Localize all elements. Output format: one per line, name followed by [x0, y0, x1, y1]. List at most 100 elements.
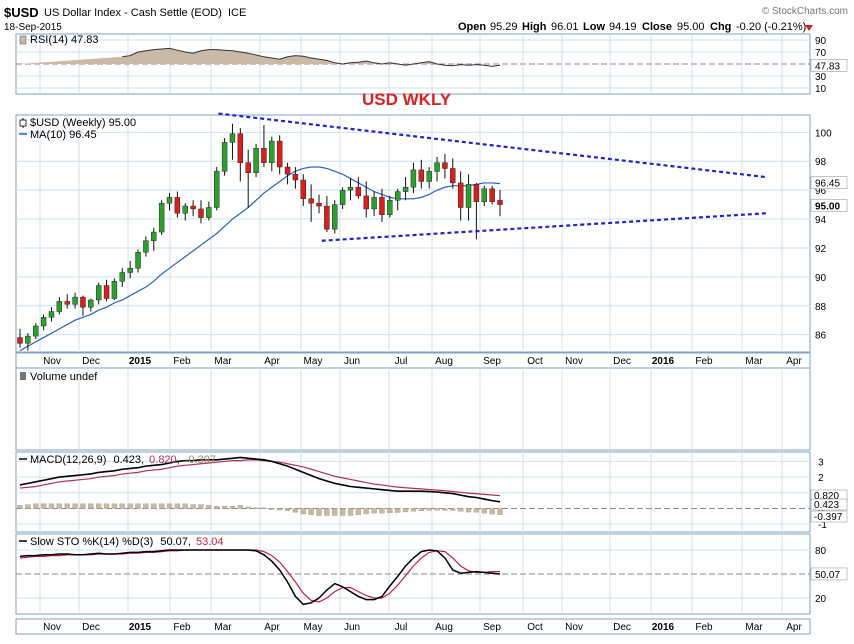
x-tick-label: Nov: [43, 622, 61, 633]
x-tick-label: 2016: [652, 356, 675, 367]
macd-hist-bar: [151, 503, 157, 509]
macd-hist-bar: [158, 503, 165, 509]
macd-hist-bar: [387, 508, 393, 513]
candle-body: [158, 202, 165, 233]
x-tick-label: Nov: [565, 622, 583, 633]
macd-hist-bar: [442, 508, 448, 511]
macd-hist-bar: [64, 503, 70, 509]
rsi-tick-label: 30: [815, 72, 827, 83]
candle-body: [276, 140, 283, 168]
macd-value-label: 0.423: [814, 500, 839, 511]
rsi-tick-label: 10: [815, 84, 827, 95]
macd-hist-bar: [182, 503, 188, 509]
macd-value-box: [810, 498, 848, 511]
rsi-tick-label: 90: [815, 36, 827, 47]
candle-body: [395, 191, 401, 201]
candle-body: [245, 162, 251, 174]
macd-label-signal: 0.820: [149, 454, 177, 466]
macd-hist-bar: [300, 508, 306, 515]
candle-body: [95, 285, 102, 301]
ma-value-box: [810, 176, 848, 189]
candle-body: [80, 296, 86, 308]
trendline-upper: [218, 112, 767, 179]
macd-hist-bar: [316, 508, 322, 516]
macd-hist-bar: [379, 508, 385, 514]
x-tick-label: Oct: [527, 356, 543, 367]
price-tick-label: 88: [815, 302, 827, 313]
candle-body: [33, 325, 39, 337]
candle-body: [127, 267, 133, 273]
x-tick-label: Jul: [395, 622, 408, 633]
macd-hist-bar: [88, 503, 94, 509]
macd-label-prefix: MACD(12,26,9): [30, 454, 106, 466]
sto-k-line: [19, 549, 501, 606]
macd-hist-bar: [214, 505, 220, 509]
close-value-box: [810, 199, 848, 212]
x-tick-label: Apr: [264, 622, 280, 633]
close-label: Close: [642, 21, 672, 33]
macd-label-comma1: ,: [141, 454, 144, 466]
macd-hist-bar: [434, 508, 440, 511]
x-tick-label: Sep: [483, 356, 501, 367]
macd-value-box: [810, 510, 848, 523]
x-tick-label: Feb: [173, 622, 191, 633]
macd-tick-label: 2: [818, 473, 824, 484]
symbol-title: $USD: [4, 5, 39, 20]
low-value: 94.19: [609, 21, 637, 33]
macd-hist-bar: [339, 508, 346, 516]
candle-body: [229, 133, 236, 143]
candle-body: [135, 252, 141, 269]
x-tick-label: 2015: [129, 356, 152, 367]
candle-body: [151, 231, 157, 241]
macd-hist-bar: [229, 505, 236, 509]
chg-value: -0.20 (-0.21%): [736, 21, 806, 33]
sto-label-prefix: Slow STO %K(14) %D(3): [30, 536, 153, 548]
candle-body: [221, 142, 228, 172]
candle-body: [347, 187, 354, 191]
macd-hist-bar: [410, 508, 417, 512]
candle-body: [48, 311, 55, 318]
macd-hist-bar: [395, 508, 401, 513]
macd-tick-label: 3: [818, 457, 824, 468]
macd-hist-bar: [237, 505, 243, 509]
macd-hist-bar: [198, 504, 204, 509]
candle-body: [434, 162, 440, 172]
open-value: 95.29: [490, 21, 518, 33]
macd-hist-bar: [190, 504, 196, 509]
macd-hist-bar: [473, 508, 480, 513]
macd-hist-bar: [292, 508, 299, 513]
candle-body: [363, 195, 369, 210]
price-tick-label: 100: [815, 128, 832, 139]
macd-hist-bar: [166, 503, 173, 509]
candle-body: [40, 317, 47, 327]
macd-hist-bar: [80, 503, 86, 509]
candle-body: [56, 301, 63, 312]
macd-line: [19, 456, 501, 503]
candle-body: [253, 148, 259, 174]
x-tick-label: Dec: [613, 356, 631, 367]
candle-body: [111, 280, 118, 299]
macd-hist-bar: [308, 508, 314, 515]
candle-body: [339, 189, 346, 205]
candle-body: [143, 240, 149, 253]
x-tick-label: Dec: [82, 356, 100, 367]
x-tick-label: Jun: [344, 356, 360, 367]
sto-tick-label: 20: [815, 594, 827, 605]
x-tick-label: 2016: [652, 622, 675, 633]
price-tick-label: 94: [815, 215, 827, 226]
candle-body: [237, 133, 244, 163]
volume-frame: [15, 367, 811, 451]
candle-body: [481, 188, 487, 202]
x-tick-label: Aug: [435, 622, 453, 633]
candle-body: [261, 148, 267, 163]
candle-body: [292, 174, 299, 181]
candle-body: [166, 197, 173, 204]
macd-hist-bar: [371, 508, 377, 514]
macd-hist-bar: [174, 503, 181, 509]
macd-hist-bar: [111, 503, 118, 509]
macd-hist-bar: [48, 503, 55, 509]
annotation-usd-wkly: USD WKLY: [362, 90, 452, 109]
macd-hist-bar: [418, 508, 424, 511]
